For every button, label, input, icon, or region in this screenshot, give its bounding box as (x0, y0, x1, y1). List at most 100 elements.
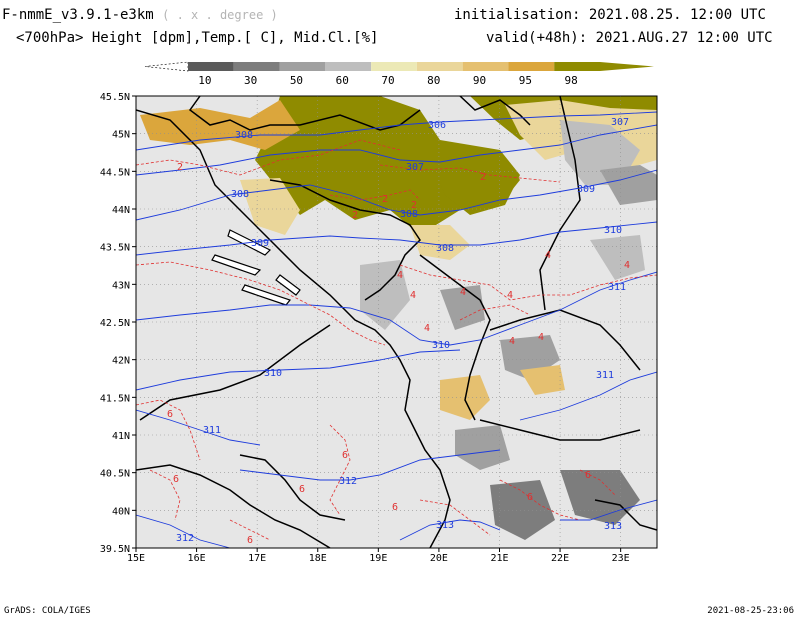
border-line (479, 419, 641, 441)
lat-label: 42.5N (100, 318, 130, 329)
border-line (239, 454, 346, 521)
border-line (269, 179, 421, 301)
temperature-label: 2 (411, 200, 417, 211)
temperature-contour (329, 424, 351, 516)
temperature-label: 6 (342, 450, 348, 461)
colorbar-label: 60 (336, 74, 349, 87)
temperature-contour (579, 469, 616, 496)
colorbar-segment (188, 62, 234, 71)
lat-label: 43N (112, 280, 130, 291)
height-label: 309 (577, 184, 595, 195)
temperature-label: 4 (509, 336, 515, 347)
height-label: 308 (235, 130, 253, 141)
lat-label: 41N (112, 431, 130, 442)
cloud-area-low (600, 165, 657, 205)
colorbar-segment (554, 62, 600, 71)
valid-label: valid(+48h): (486, 30, 588, 46)
height-contour (560, 499, 657, 521)
init-value: 2021.08.25. 12:00 UTC (588, 7, 766, 23)
height-label: 311 (608, 282, 626, 293)
colorbar-segment (371, 62, 417, 71)
height-label: 308 (231, 189, 249, 200)
temperature-label: 6 (247, 535, 253, 546)
lon-label: 18E (309, 553, 327, 564)
temperature-label: 2 (382, 194, 388, 205)
level-label: <700hPa> (16, 30, 84, 46)
temperature-label: 6 (392, 502, 398, 513)
temperature-contour (399, 264, 657, 301)
colorbar-segment (325, 62, 372, 71)
temperature-contour (379, 164, 561, 183)
model-name: F-nmmE_v3.9.1-e3km (2, 7, 154, 23)
height-contour (136, 409, 261, 446)
height-contour (136, 124, 657, 176)
border-line (188, 96, 421, 131)
lat-label: 43.5N (100, 243, 130, 254)
temperature-contour (229, 519, 271, 541)
lat-label: 44N (112, 205, 130, 216)
height-label: 310 (432, 340, 450, 351)
colorbar-segment (462, 62, 509, 71)
lat-label: 41.5N (100, 393, 130, 404)
height-contour (136, 111, 657, 151)
height-contour (519, 371, 657, 421)
colorbar-label: 90 (473, 74, 486, 87)
cloud-area-low (560, 470, 640, 525)
temperature-label: 4 (507, 290, 513, 301)
height-contour (136, 514, 231, 548)
temperature-contour (419, 499, 491, 536)
temperature-label: 4 (397, 270, 403, 281)
border-line (136, 109, 451, 548)
height-label: 308 (400, 209, 418, 220)
lon-label: 22E (551, 553, 569, 564)
height-contour (399, 519, 501, 541)
colorbar-label: 95 (519, 74, 532, 87)
temperature-label: 6 (585, 470, 591, 481)
temperature-label: 4 (460, 287, 466, 298)
border-line (136, 464, 331, 548)
valid-time: valid(+48h): 2021.AUG.27 12:00 UTC (486, 30, 773, 46)
cloud-area-high (430, 150, 520, 215)
temperature-label: 4 (545, 250, 551, 261)
fields-label: Height [dpm],Temp.[ C], Mid.Cl.[%] (91, 30, 379, 46)
cloud-area-low (455, 425, 510, 470)
colorbar-label: 30 (244, 74, 257, 87)
height-contour (136, 271, 657, 346)
colorbar-label: 98 (564, 74, 577, 87)
height-label: 311 (203, 425, 221, 436)
height-label: 307 (406, 162, 424, 173)
temperature-label: 6 (299, 484, 305, 495)
temperature-label: 6 (173, 474, 179, 485)
cloud-area-medium (410, 225, 470, 260)
map-content (136, 96, 657, 548)
height-label: 310 (604, 225, 622, 236)
colorbar-segment (416, 62, 463, 71)
lon-label: 19E (369, 553, 387, 564)
island (211, 254, 262, 276)
colorbar-segment (279, 62, 326, 71)
cloud-area-low (590, 235, 645, 280)
island (275, 274, 301, 296)
temperature-label: 2 (177, 162, 183, 173)
temperature-label: 4 (624, 260, 630, 271)
lon-label: 15E (127, 553, 145, 564)
colorbar-segment (233, 62, 280, 71)
temperature-contour (136, 261, 301, 301)
cloud-area-medium (520, 365, 565, 395)
valid-value: 2021.AUG.27 12:00 UTC (595, 30, 773, 46)
init-time: initialisation: 2021.08.25. 12:00 UTC (454, 7, 766, 23)
border-line (594, 499, 657, 531)
lon-label: 20E (430, 553, 448, 564)
height-label: 308 (436, 243, 454, 254)
height-label: 310 (264, 368, 282, 379)
temperature-label: 2 (352, 210, 358, 221)
temperature-contour (329, 189, 421, 201)
lon-label: 17E (248, 553, 266, 564)
lon-label: 16E (188, 553, 206, 564)
colorbar: 10 30 50 60 70 80 90 95 98 (144, 61, 654, 87)
colorbar-label: 80 (427, 74, 440, 87)
lat-label: 42N (112, 356, 130, 367)
cloud-area-medium (140, 100, 300, 150)
lat-label: 40.5N (100, 469, 130, 480)
height-label: 306 (428, 120, 446, 131)
